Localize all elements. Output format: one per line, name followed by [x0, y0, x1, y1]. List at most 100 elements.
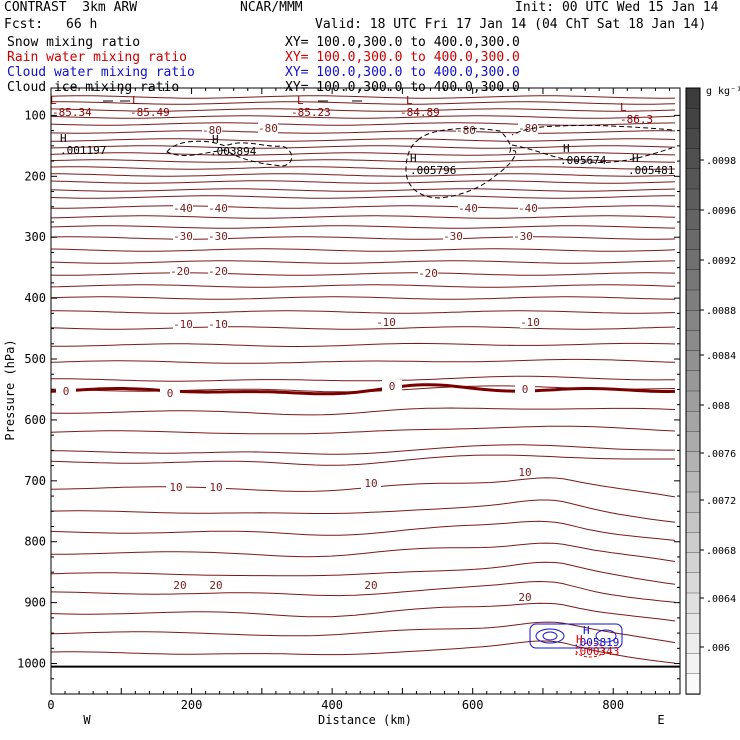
contour-label: -30 [173, 230, 193, 243]
y-tick-label: 600 [24, 413, 46, 427]
x-axis-title: Distance (km) [318, 713, 412, 727]
contour-label: 0 [167, 387, 174, 400]
x-tick-label: 600 [462, 698, 484, 712]
contour-label-bg [173, 230, 193, 242]
temperature-contour-line [50, 499, 676, 523]
contour-label: 10 [169, 481, 182, 494]
plot-border [50, 87, 681, 695]
extremum-value: .005481 [628, 164, 674, 177]
colorbar-tick-label: .0088 [706, 306, 736, 317]
contour-label: -20 [170, 265, 190, 278]
colorbar-swatch [685, 471, 701, 493]
contour-label-bg [208, 318, 228, 330]
colorbar-swatch [685, 330, 701, 352]
temperature-contour-line [51, 101, 676, 105]
y-tick-label: 700 [24, 474, 46, 488]
extremum-letter: L [50, 94, 57, 107]
plot-frame [50, 87, 681, 695]
contour-label-bg [173, 202, 193, 214]
contour-label: 20 [364, 579, 377, 592]
colorbar-swatch [685, 370, 701, 392]
contour-label-bg [418, 267, 438, 279]
colorbar-swatch [685, 633, 701, 655]
contour-label-bg [208, 202, 228, 214]
colorbar-swatch [685, 168, 701, 190]
temperature-contour-line [50, 602, 676, 622]
temperature-contour-line [50, 225, 676, 229]
colorbar-swatch [685, 188, 701, 210]
extremum-value: .005674 [560, 154, 607, 167]
center-title: NCAR/MMM [240, 0, 303, 15]
colorbar-swatch [685, 613, 701, 635]
cloud-water-contour [529, 623, 623, 649]
colorbar-swatch [685, 87, 701, 109]
colorbar-swatch [685, 572, 701, 594]
extremum-value: -86.3 [620, 113, 653, 126]
temperature-contour-line [50, 425, 676, 435]
y-tick-label: 400 [24, 291, 46, 305]
contour-label: -10 [208, 318, 228, 331]
colorbar-tick-label: .0084 [706, 351, 736, 362]
temperature-contour-line [50, 561, 676, 585]
contour-label-bg [515, 466, 535, 478]
contour-label-bg [518, 202, 538, 214]
field-name-cloud-water: Cloud water mixing ratio [7, 65, 195, 80]
y-tick-label: 500 [24, 352, 46, 366]
extremum-letter: H [583, 624, 590, 637]
temperature-contour-line [50, 180, 676, 184]
temperature-contour-line [50, 296, 676, 300]
colorbar-swatch [685, 390, 701, 412]
contour-label-bg [170, 579, 190, 591]
colorbar-swatch [685, 289, 701, 311]
temperature-contour-line [50, 122, 676, 126]
colorbar-swatch [685, 229, 701, 251]
field-name-rain: Rain water mixing ratio [7, 50, 188, 65]
contour-label-bg [206, 481, 226, 493]
temperature-contour-line [50, 248, 676, 252]
colorbar-swatch [685, 108, 701, 130]
colorbar-tick-label: .0072 [706, 496, 736, 507]
extremum-value: .000343 [573, 645, 619, 658]
contour-label-bg [458, 202, 478, 214]
contour-label-bg [520, 316, 540, 328]
field-xy-cloud-water: XY= 100.0,300.0 to 400.0,300.0 [285, 65, 520, 80]
contour-label: 0 [63, 385, 70, 398]
contour-label: 10 [518, 466, 531, 479]
contour-label: -80 [202, 124, 222, 137]
contour-label: -10 [520, 316, 540, 329]
contour-label: -20 [208, 265, 228, 278]
contour-label-bg [513, 230, 533, 242]
extremum-value: -85.23 [291, 106, 331, 119]
extremum-letter: L [620, 101, 627, 114]
temperature-contour-line [51, 444, 675, 455]
colorbar-tick-label: .008 [706, 401, 730, 412]
valid-time: Valid: 18 UTC Fri 17 Jan 14 (04 ChT Sat … [315, 17, 707, 32]
temperature-contour-line [50, 145, 676, 149]
temperature-contour-line [50, 358, 676, 364]
contour-label: -10 [173, 318, 193, 331]
temperature-contour-line [50, 95, 676, 99]
extrema-markers: L-85.34L-85.49L-85.23L-84.89 L-86.3H.0011… [50, 94, 674, 658]
colorbar: .0098 .0096 .0092 .0088 .0084 .008 .0076 .0072.… [685, 86, 740, 695]
contour-label-bg [56, 385, 76, 397]
colorbar-swatch [685, 350, 701, 372]
colorbar-border [685, 87, 701, 695]
x-tick-label: 800 [602, 698, 624, 712]
extremum-value: -85.34 [52, 106, 92, 119]
cloud-ice-contour [511, 124, 673, 164]
temperature-contour-line [50, 130, 676, 134]
colorbar-swatch [685, 411, 701, 433]
contour-label: 20 [173, 579, 186, 592]
extremum-letter: L [132, 94, 139, 107]
colorbar-swatch [685, 148, 701, 170]
extremum-value: .005796 [410, 164, 456, 177]
field-xy-rain: XY= 100.0,300.0 to 400.0,300.0 [285, 50, 520, 65]
contour-label: 10 [209, 481, 222, 494]
y-tick-label: 800 [24, 535, 46, 549]
contour-label: -80 [456, 124, 476, 137]
temperature-contour-line [50, 188, 676, 192]
colorbar-tick-label: .0076 [706, 449, 736, 460]
contour-label: 10 [364, 477, 377, 490]
contour-label-bg [376, 316, 396, 328]
y-tick-label: 1000 [17, 657, 46, 671]
